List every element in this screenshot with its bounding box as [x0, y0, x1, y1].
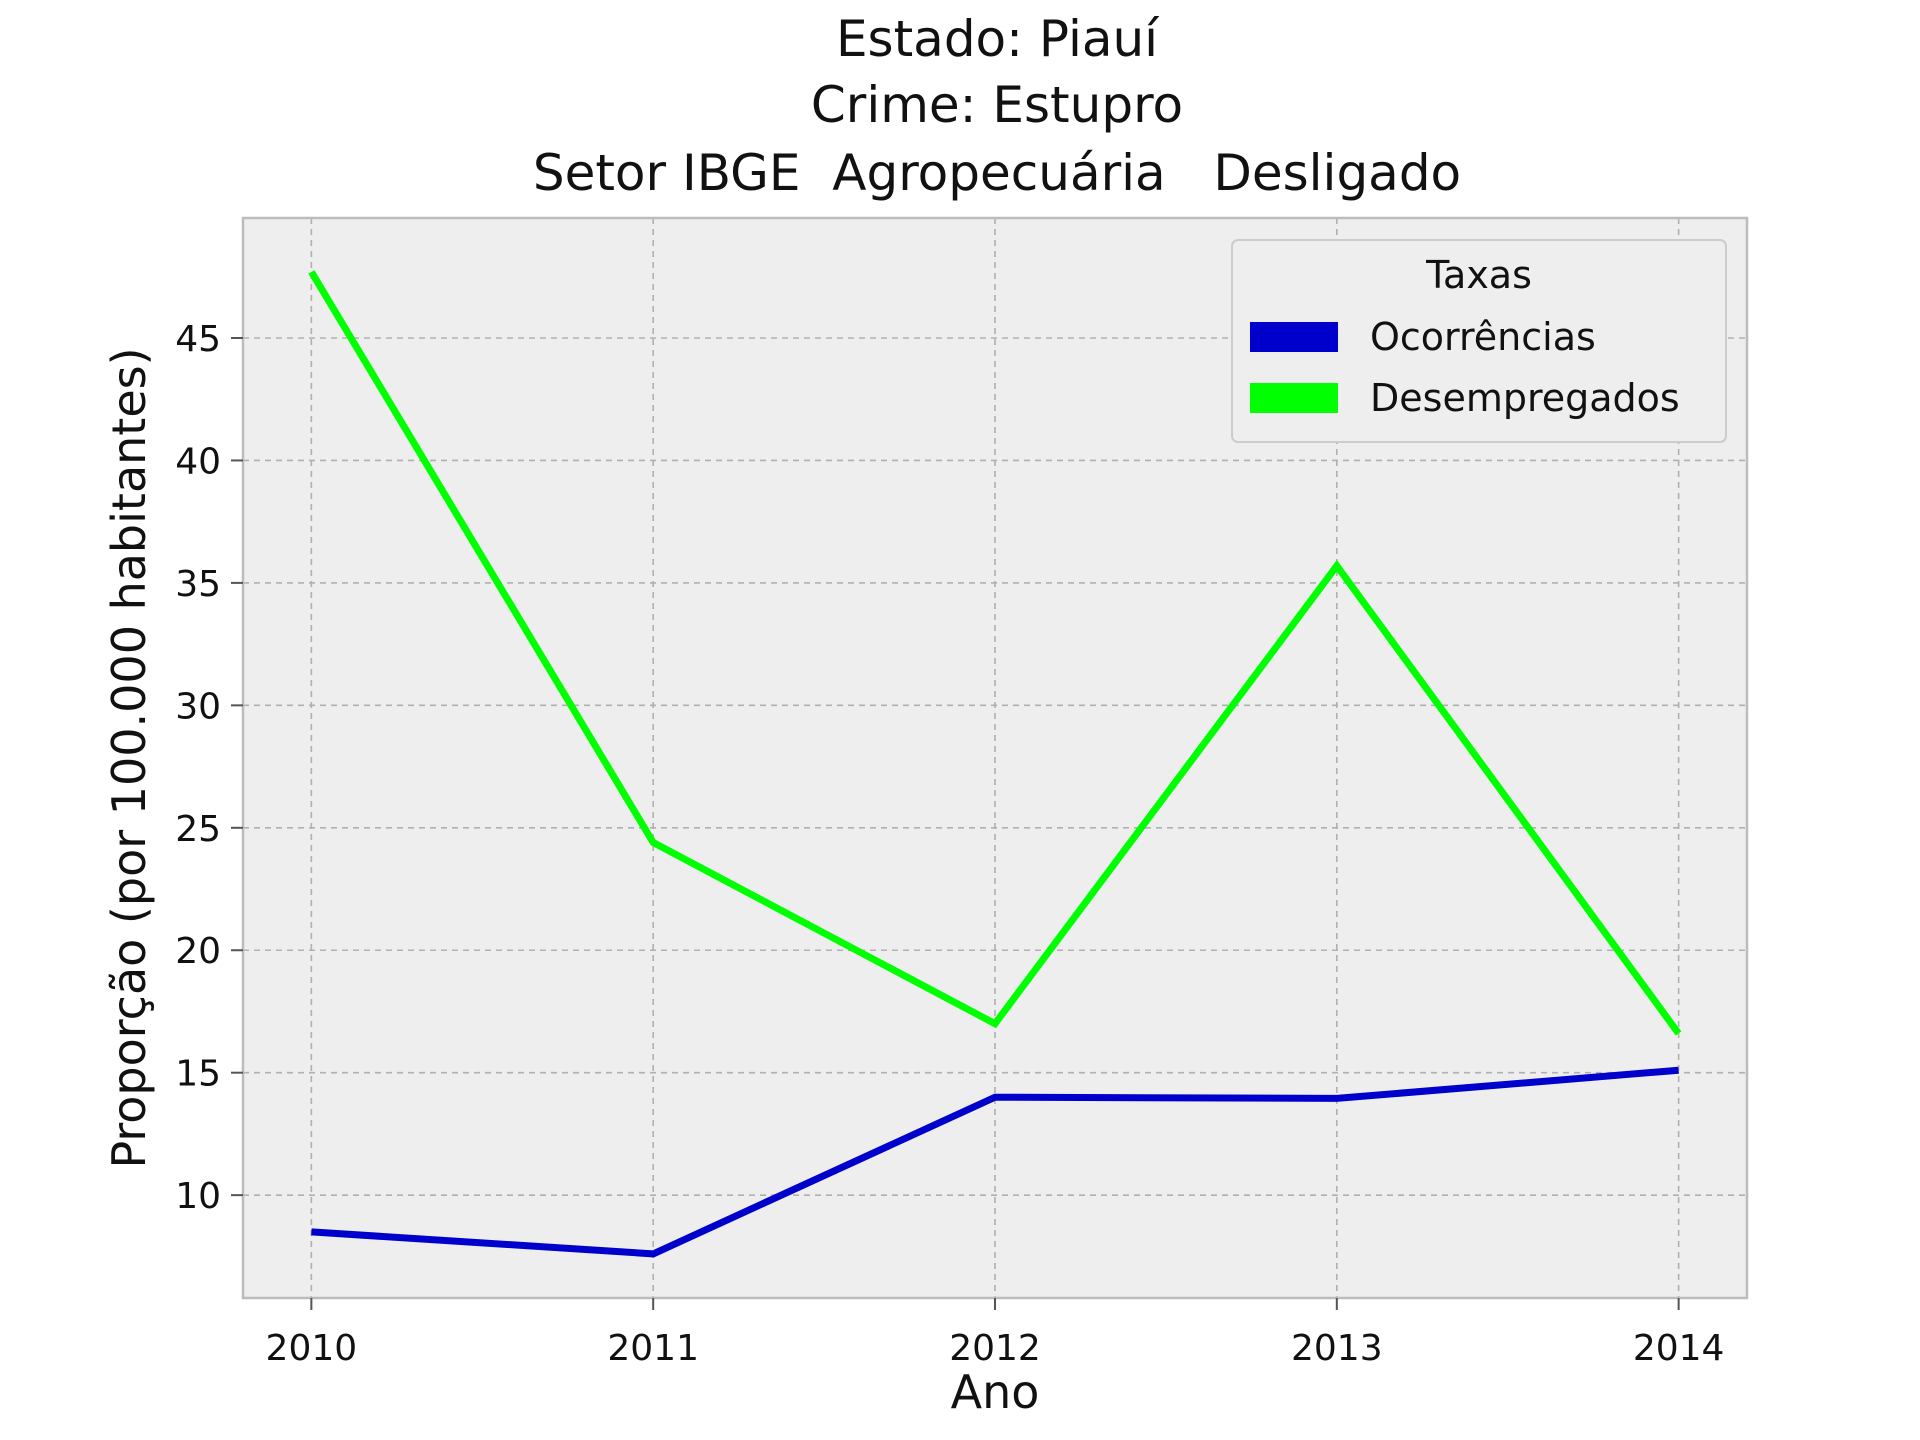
y-axis-label: Proporção (por 100.000 habitantes)	[102, 347, 156, 1168]
title-line-1: Estado: Piauí	[836, 10, 1160, 68]
y-tick-label: 10	[175, 1176, 221, 1217]
y-tick-label: 35	[175, 564, 221, 605]
y-tick-label: 15	[175, 1054, 221, 1095]
y-tick-label: 20	[175, 931, 221, 972]
x-tick-label: 2012	[949, 1328, 1041, 1369]
legend-entries: Ocorrências Desempregados	[1250, 315, 1680, 420]
x-axis-label: Ano	[951, 1365, 1040, 1419]
legend-box	[1231, 239, 1727, 443]
y-axis-ticks: 10 15 20 25 30 35 40 45	[175, 319, 243, 1217]
title-line-2: Crime: Estupro	[811, 76, 1183, 134]
title-line-3: Setor IBGE Agropecuária Desligado	[533, 144, 1461, 202]
y-tick-label: 25	[175, 809, 221, 850]
x-tick-label: 2010	[266, 1328, 358, 1369]
x-tick-label: 2013	[1291, 1328, 1383, 1369]
y-tick-label: 40	[175, 441, 221, 482]
y-tick-label: 30	[175, 686, 221, 727]
x-axis-ticks: 2010 2011 2012 2013 2014	[266, 1298, 1725, 1369]
x-tick-label: 2011	[607, 1328, 699, 1369]
legend-swatch-ocorrencias	[1250, 322, 1338, 352]
y-grid-lines	[243, 337, 1747, 1196]
y-tick-label: 45	[175, 319, 221, 360]
series-line-desempregados	[308, 270, 1682, 1036]
legend-swatch-desempregados	[1250, 383, 1338, 413]
x-tick-label: 2014	[1633, 1328, 1725, 1369]
legend-title: Taxas	[1425, 253, 1532, 297]
series-line-ocorrencias	[311, 1066, 1679, 1258]
legend-label-ocorrencias: Ocorrências	[1370, 315, 1596, 359]
legend: Taxas Ocorrências Desempregados	[1231, 239, 1727, 443]
legend-label-desempregados: Desempregados	[1370, 376, 1680, 420]
series-layer	[308, 270, 1682, 1258]
chart-title: Estado: Piauí Crime: Estupro Setor IBGE …	[533, 10, 1461, 202]
